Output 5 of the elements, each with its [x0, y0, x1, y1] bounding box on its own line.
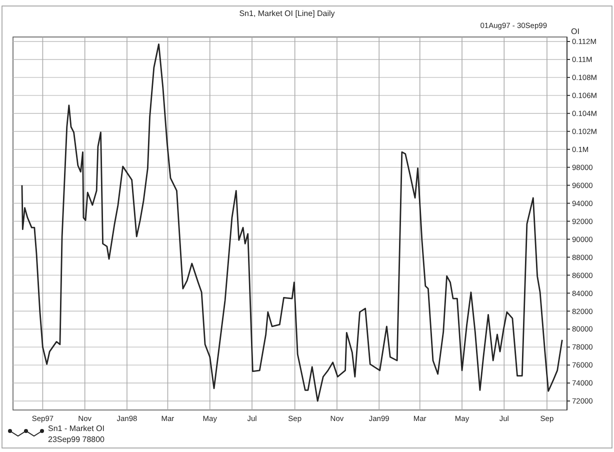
legend-label: Sn1 - Market OI — [48, 424, 104, 433]
y-axis-title: OI — [571, 27, 580, 36]
chart-title: Sn1, Market OI [Line] Daily — [239, 9, 335, 18]
text: 23Sep99 78800 — [48, 435, 106, 444]
line-series — [21, 43, 563, 402]
